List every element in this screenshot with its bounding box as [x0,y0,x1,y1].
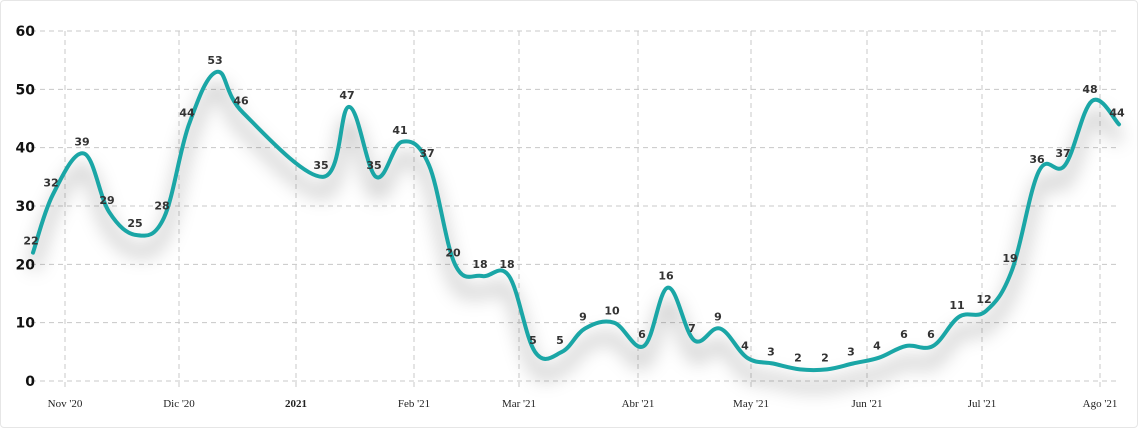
data-label: 28 [154,200,169,213]
data-label: 35 [366,159,381,172]
data-label: 37 [1055,147,1070,160]
x-tick-label: Jul '21 [968,398,997,410]
y-tick-label: 10 [16,316,36,332]
data-label: 32 [43,176,58,189]
data-label: 29 [99,194,114,207]
data-label: 2 [821,351,829,364]
data-label: 2 [794,351,802,364]
data-label: 6 [638,328,646,341]
data-label: 12 [976,293,991,306]
data-label: 6 [927,328,935,341]
series-line [31,69,1121,373]
data-label: 47 [339,89,354,102]
data-label: 16 [658,270,674,283]
data-label: 53 [207,54,222,67]
data-label: 41 [392,124,407,137]
data-label: 18 [499,258,514,271]
data-label: 39 [74,136,89,149]
data-label: 20 [445,246,461,259]
data-line [31,69,1121,373]
y-tick-label: 40 [16,141,36,157]
y-tick-label: 30 [16,199,36,215]
data-label: 48 [1082,83,1097,96]
data-label: 9 [579,311,587,324]
line-shadow-path [28,82,1123,392]
data-label: 25 [127,217,142,230]
data-label: 37 [419,147,434,160]
y-tick-label: 0 [25,374,35,390]
y-tick-label: 60 [16,24,36,40]
data-label: 35 [313,159,328,172]
data-label: 9 [714,311,722,324]
data-label: 44 [1109,106,1125,119]
data-label: 10 [604,305,620,318]
data-label: 4 [873,340,881,353]
x-axis: Nov '20 Dic '20 2021 Feb '21 Mar '21 Abr '21 M… [48,398,1118,410]
data-label: 3 [767,346,775,359]
data-label: 5 [529,334,537,347]
data-label: 6 [900,328,908,341]
x-tick-label: Abr '21 [622,398,655,410]
data-label: 19 [1002,252,1017,265]
x-tick-label: Feb '21 [398,398,430,410]
x-tick-label: Mar '21 [502,398,536,410]
x-tick-label: Jun '21 [851,398,882,410]
data-label: 3 [847,346,855,359]
data-label: 11 [949,299,964,312]
x-tick-label: 2021 [285,398,307,410]
x-tick-label: Ago '21 [1083,398,1118,410]
y-tick-label: 50 [16,82,36,98]
data-label: 4 [741,340,749,353]
x-tick-label: May '21 [733,398,769,410]
data-label: 44 [179,106,195,119]
data-label: 46 [233,95,249,108]
data-label: 7 [688,322,696,335]
x-tick-label: Dic '20 [163,398,195,410]
x-tick-label: Nov '20 [48,398,83,410]
data-label: 18 [472,258,487,271]
data-label: 5 [556,334,564,347]
line-shadow [28,82,1123,392]
data-label: 36 [1029,153,1045,166]
data-label: 22 [23,235,38,248]
